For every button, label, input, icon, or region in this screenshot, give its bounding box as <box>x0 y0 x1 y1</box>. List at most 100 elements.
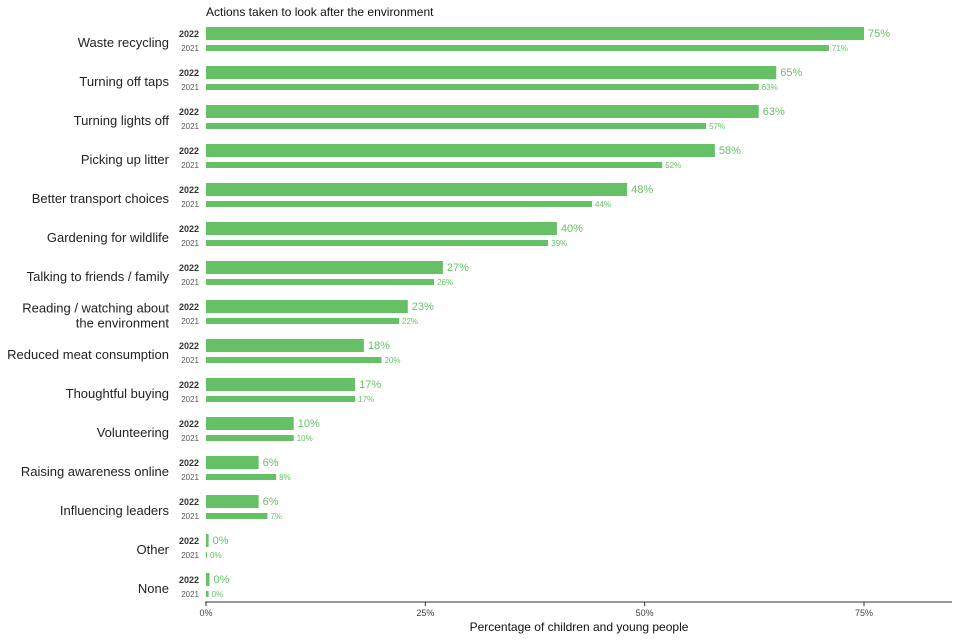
data-label-2021: 8% <box>279 473 291 482</box>
bar-2022 <box>206 183 628 196</box>
data-label-2021: 0% <box>210 551 222 560</box>
year-label-2021: 2021 <box>181 44 199 53</box>
bar-2022 <box>206 27 864 40</box>
year-label-2021: 2021 <box>181 356 199 365</box>
labels-group: Waste recycling 2022 2021 75% 71% Turning off… <box>7 28 890 599</box>
year-label-2021: 2021 <box>181 512 199 521</box>
data-label-2022: 18% <box>368 340 390 352</box>
year-label-2021: 2021 <box>181 317 199 326</box>
data-label-2022: 0% <box>214 574 230 586</box>
category-label: Turning lights off <box>74 113 170 128</box>
bar-2021 <box>206 45 829 51</box>
category-label: Talking to friends / family <box>27 269 170 284</box>
data-label-2021: 22% <box>402 317 418 326</box>
data-label-2021: 26% <box>437 278 453 287</box>
category-label: Better transport choices <box>32 191 170 206</box>
bar-2022 <box>206 66 777 79</box>
category-label: Picking up litter <box>81 152 170 167</box>
data-label-2022: 23% <box>412 301 434 313</box>
year-label-2021: 2021 <box>181 161 199 170</box>
year-label-2022: 2022 <box>179 107 199 117</box>
bar-2022 <box>206 456 259 469</box>
category-label: Influencing leaders <box>60 503 170 518</box>
x-axis-title: Percentage of children and young people <box>470 620 689 634</box>
bar-2021 <box>206 513 268 519</box>
bar-2022 <box>206 417 294 430</box>
year-label-2022: 2022 <box>179 536 199 546</box>
bar-2022 <box>206 573 210 586</box>
data-label-2022: 63% <box>763 106 785 118</box>
data-label-2022: 65% <box>780 67 802 79</box>
bar-2022 <box>206 495 259 508</box>
year-label-2021: 2021 <box>181 122 199 131</box>
bar-2022 <box>206 339 364 352</box>
bar-2021 <box>206 162 663 168</box>
bar-2022 <box>206 534 209 547</box>
data-label-2022: 17% <box>359 379 381 391</box>
year-label-2022: 2022 <box>179 263 199 273</box>
x-axis-ticks: 0% 25% 50% 75% <box>199 602 873 618</box>
category-label: Thoughtful buying <box>66 386 169 401</box>
category-label: Volunteering <box>97 425 169 440</box>
bar-2022 <box>206 378 356 391</box>
data-label-2021: 0% <box>212 590 224 599</box>
bar-2022 <box>206 300 408 313</box>
year-label-2022: 2022 <box>179 29 199 39</box>
data-label-2022: 48% <box>631 184 653 196</box>
category-label: Reduced meat consumption <box>7 347 169 362</box>
data-label-2021: 20% <box>384 356 400 365</box>
data-label-2022: 6% <box>263 496 279 508</box>
data-label-2022: 40% <box>561 223 583 235</box>
x-tick-label: 25% <box>416 608 434 618</box>
year-label-2022: 2022 <box>179 224 199 234</box>
data-label-2022: 75% <box>868 28 890 40</box>
year-label-2022: 2022 <box>179 185 199 195</box>
bar-2021 <box>206 357 382 363</box>
data-label-2021: 7% <box>270 512 282 521</box>
bar-2021 <box>206 396 356 402</box>
bar-2021 <box>206 279 435 285</box>
bars-group <box>206 27 864 597</box>
bar-2022 <box>206 144 715 157</box>
year-label-2022: 2022 <box>179 497 199 507</box>
year-label-2021: 2021 <box>181 473 199 482</box>
category-label: Reading / watching about the environment <box>22 301 169 331</box>
data-label-2022: 27% <box>447 262 469 274</box>
bar-2022 <box>206 222 557 235</box>
data-label-2022: 10% <box>298 418 320 430</box>
category-label: Other <box>136 542 169 557</box>
data-label-2021: 57% <box>709 122 725 131</box>
data-label-2021: 63% <box>762 83 778 92</box>
chart-title: Actions taken to look after the environm… <box>206 5 434 19</box>
x-tick-label: 75% <box>855 608 873 618</box>
bar-2021 <box>206 591 209 597</box>
bar-2021 <box>206 123 707 129</box>
year-label-2021: 2021 <box>181 278 199 287</box>
year-label-2022: 2022 <box>179 419 199 429</box>
year-label-2022: 2022 <box>179 68 199 78</box>
category-label: Raising awareness online <box>21 464 169 479</box>
year-label-2021: 2021 <box>181 83 199 92</box>
year-label-2021: 2021 <box>181 239 199 248</box>
year-label-2022: 2022 <box>179 146 199 156</box>
bar-2021 <box>206 474 277 480</box>
data-label-2021: 44% <box>595 200 611 209</box>
bar-2021 <box>206 435 294 441</box>
year-label-2022: 2022 <box>179 380 199 390</box>
bar-2021 <box>206 240 549 246</box>
bar-2021 <box>206 552 207 558</box>
data-label-2021: 71% <box>832 44 848 53</box>
category-label: Turning off taps <box>79 74 169 89</box>
data-label-2021: 10% <box>297 434 313 443</box>
data-label-2022: 6% <box>263 457 279 469</box>
bar-2021 <box>206 201 593 207</box>
data-label-2022: 58% <box>719 145 741 157</box>
bar-2022 <box>206 105 759 118</box>
data-label-2021: 52% <box>665 161 681 170</box>
data-label-2022: 0% <box>213 535 229 547</box>
category-label: Waste recycling <box>78 35 169 50</box>
category-label: None <box>138 581 169 596</box>
year-label-2022: 2022 <box>179 302 199 312</box>
data-label-2021: 17% <box>358 395 374 404</box>
